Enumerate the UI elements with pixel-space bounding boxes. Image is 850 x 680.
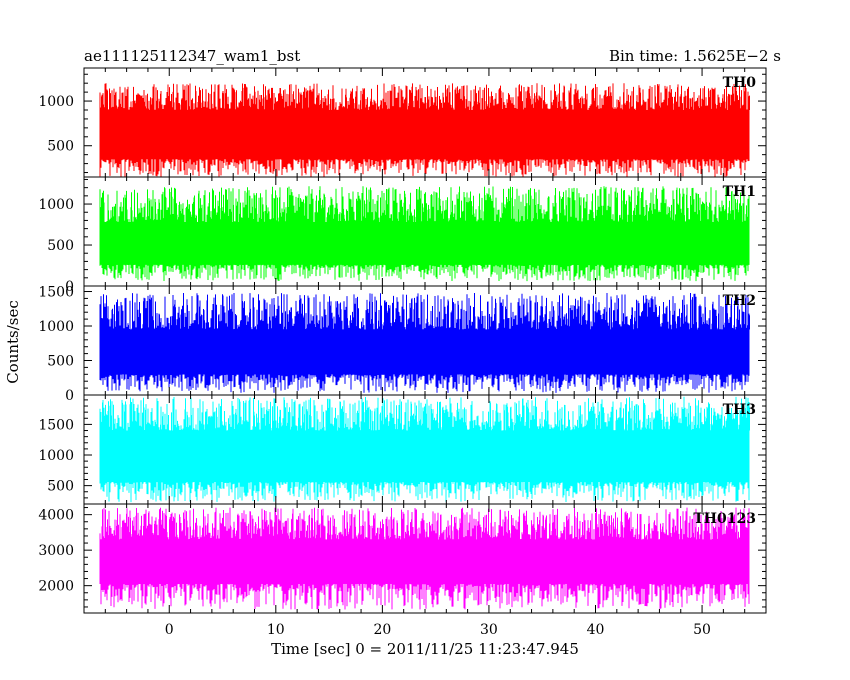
x-tick-label: 30 xyxy=(480,622,498,638)
series-th2 xyxy=(99,293,750,393)
panel-label-th0: TH0 xyxy=(723,75,757,91)
y-tick-label: 500 xyxy=(47,354,74,370)
panel-label-th1: TH1 xyxy=(723,184,756,200)
y-tick-label: 1500 xyxy=(38,285,74,301)
panel-label-th3: TH3 xyxy=(723,402,756,418)
chart-title: ae111125112347_wam1_bst xyxy=(84,47,300,65)
panel-th3: 500 1000 1500 TH3 xyxy=(38,394,767,505)
x-tick-label: 10 xyxy=(267,622,285,638)
x-axis-label: Time [sec] 0 = 2011/11/25 11:23:47.945 xyxy=(271,640,579,658)
y-tick-label: 2000 xyxy=(38,579,74,595)
series-th3 xyxy=(99,396,750,503)
panel-th0: 500 1000 TH0 xyxy=(38,67,767,178)
x-tick-label: 50 xyxy=(693,622,711,638)
panel-label-th0123: TH0123 xyxy=(693,511,756,527)
panel-th2: 0 500 1000 1500 TH2 xyxy=(38,285,767,404)
panel-label-th2: TH2 xyxy=(723,293,756,309)
y-tick-label: 500 xyxy=(47,479,74,495)
y-tick-label: 500 xyxy=(47,238,74,254)
y-tick-label: 4000 xyxy=(38,508,74,524)
x-tick-label: 20 xyxy=(373,622,391,638)
y-tick-label: 1000 xyxy=(38,197,74,213)
y-tick-label: 1000 xyxy=(38,319,74,335)
x-tick-label: 0 xyxy=(165,622,174,638)
series-th0 xyxy=(99,83,750,177)
y-tick-label: 0 xyxy=(65,388,74,404)
y-tick-label: 3000 xyxy=(38,543,74,559)
y-tick-label: 500 xyxy=(47,139,74,155)
series-th1 xyxy=(99,186,750,282)
series-th0123 xyxy=(99,507,750,610)
x-tick-label: 40 xyxy=(587,622,605,638)
panels-group: 5001000TH005001000TH1050010001500TH25001… xyxy=(38,67,767,638)
y-axis-label: Counts/sec xyxy=(4,300,22,384)
y-tick-label: 0 xyxy=(65,279,74,295)
y-tick-label: 1000 xyxy=(38,94,74,110)
chart-subtitle: Bin time: 1.5625E−2 s xyxy=(609,47,781,65)
y-tick-label: 1500 xyxy=(38,417,74,433)
panel-th1: 0 500 1000 TH1 xyxy=(38,176,767,295)
y-tick-label: 1000 xyxy=(38,448,74,464)
panel-th0123: 2000 3000 4000 TH0123 xyxy=(38,503,767,614)
